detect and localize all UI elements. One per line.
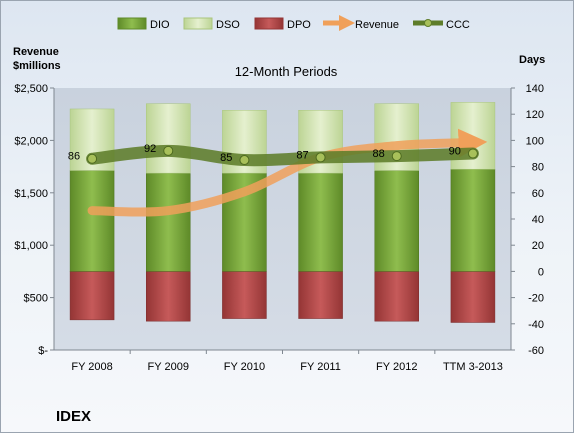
legend-label-ccc: CCC [446,19,470,31]
legend-label-dio: DIO [150,19,170,31]
right-tick-label: 60 [532,188,544,200]
right-tick-label: 0 [538,266,544,278]
right-axis-ticks: -60 -40 -20 0 20 40 60 80 100 120 140 [511,83,544,357]
bar-dpo [299,271,343,318]
x-tick-label: FY 2011 [300,361,341,373]
legend-item-revenue: Revenue [323,19,399,31]
ccc-point [240,156,249,165]
bar-dpo [146,271,190,321]
left-tick-label: $2,000 [14,135,48,147]
ccc-data-label: 85 [220,152,232,164]
right-tick-label: -60 [528,345,544,357]
bar-dpo [375,271,419,321]
ccc-data-label: 90 [449,146,461,158]
x-tick-label: FY 2012 [376,361,417,373]
right-tick-label: 40 [532,214,544,226]
bar-dio [375,171,419,272]
legend-item-ccc: CCC [413,19,470,31]
left-axis-ticks: $- $500 $1,000 $1,500 $2,000 $2,500 [14,83,54,357]
ccc-point [392,152,401,161]
right-tick-label: 80 [532,162,544,174]
bar-dso [146,104,190,173]
ccc-data-label: 86 [68,151,80,163]
right-tick-label: 140 [526,83,544,95]
x-axis-labels: FY 2008 FY 2009 FY 2010 FY 2011 FY 2012 TTM 3… [71,361,502,373]
right-tick-label: -20 [528,293,544,305]
y-left-title-line2: $millions [13,60,61,72]
ccc-data-label: 92 [144,143,156,155]
legend-item-dpo: DPO [255,18,311,31]
y-right-title: Days [519,54,545,66]
x-tick-label: FY 2009 [148,361,189,373]
right-tick-label: 100 [526,135,544,147]
ccc-data-label: 87 [296,149,308,161]
legend-item-dso: DSO [184,18,240,31]
left-tick-label: $- [38,345,48,357]
x-tick-label: FY 2010 [224,361,265,373]
bar-dpo [222,271,266,318]
ccc-point [88,154,97,163]
ccc-marker-icon [425,20,432,27]
legend-label-dso: DSO [216,19,240,31]
y-left-title-line1: Revenue [13,46,59,58]
bar-dio [146,173,190,271]
right-tick-label: 20 [532,240,544,252]
right-tick-label: 120 [526,109,544,121]
ccc-data-label: 88 [373,148,385,160]
x-tick-label: FY 2008 [71,361,112,373]
legend-label-revenue: Revenue [355,19,399,31]
left-tick-label: $2,500 [14,83,48,95]
bar-dio [70,171,114,272]
chart-legend: DIO DSO DPO Revenue CCC [118,18,470,31]
left-tick-label: $1,500 [14,188,48,200]
left-tick-label: $500 [24,293,48,305]
ccc-point [316,153,325,162]
legend-item-dio: DIO [118,18,170,31]
bar-dio [299,173,343,271]
right-tick-label: -40 [528,319,544,331]
bar-dpo [451,271,495,322]
bar-dpo [70,271,114,319]
x-tick-label: TTM 3-2013 [443,361,503,373]
ccc-point [164,146,173,155]
ccc-point [468,149,477,158]
plot-area [54,88,511,350]
chart-title: 12-Month Periods [235,64,338,79]
legend-label-dpo: DPO [287,19,311,31]
bar-dio [451,169,495,271]
left-tick-label: $1,000 [14,240,48,252]
company-name: IDEX [56,408,91,425]
